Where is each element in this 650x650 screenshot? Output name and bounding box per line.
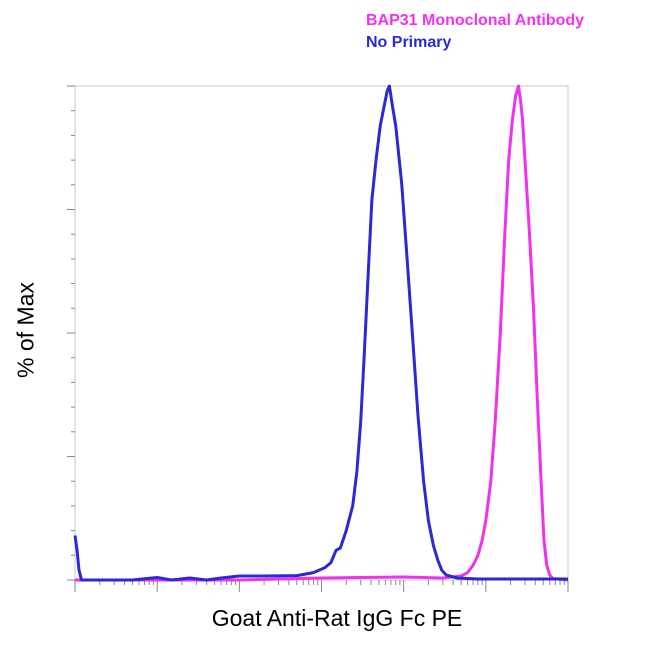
series-line-bap31-monoclonal-antibody — [75, 84, 569, 582]
legend-entry-no-primary: No Primary — [366, 34, 452, 51]
chart-legend: BAP31 Monoclonal Antibody No Primary — [366, 10, 584, 54]
series-line-no-primary — [73, 84, 568, 582]
plot-frame — [74, 85, 569, 581]
legend-entry-bap31: BAP31 Monoclonal Antibody — [366, 12, 585, 29]
x-axis-label: Goat Anti-Rat IgG Fc PE — [211, 605, 463, 631]
y-axis-label: % of Max — [12, 282, 39, 378]
